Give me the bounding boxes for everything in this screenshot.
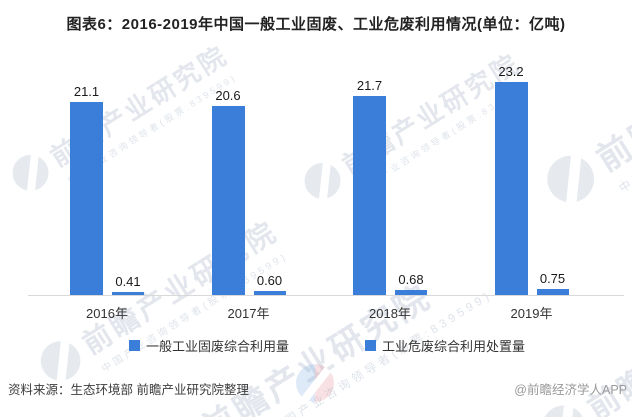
bar-wrap: 0.41 xyxy=(112,274,144,296)
bar-2016年-series0 xyxy=(70,101,103,296)
bar-group-2017年: 20.6 0.60 xyxy=(211,88,286,296)
x-axis-line xyxy=(28,295,624,296)
bar-wrap: 21.1 xyxy=(70,83,103,296)
bar-value-label: 0.68 xyxy=(398,271,424,287)
bar-2016年-series1 xyxy=(112,292,144,296)
bar-2018年-series1 xyxy=(395,289,427,296)
bar-value-label: 20.6 xyxy=(215,88,241,104)
footer: 资料来源：生态环境部 前瞻产业研究院整理 @前瞻经济学人APP xyxy=(8,379,627,398)
watermark-tagline-text: 中国产业咨询领导者(股票:839599) xyxy=(606,305,632,417)
bar-group-2018年: 21.7 0.68 xyxy=(353,78,427,296)
bar-wrap: 0.68 xyxy=(395,272,427,296)
bar-wrap: 21.7 xyxy=(353,78,386,296)
bar-value-label: 0.41 xyxy=(115,274,141,290)
plot-area: 21.1 0.41 20.6 0.60 21.7 0.68 23.2 0.75 xyxy=(0,60,632,296)
bar-wrap: 23.2 xyxy=(494,64,528,296)
bar-value-label: 21.1 xyxy=(73,83,100,99)
bar-2018年-series0 xyxy=(353,95,386,296)
data-source-text: 资料来源：生态环境部 前瞻产业研究院整理 xyxy=(8,383,249,397)
bar-value-label: 0.75 xyxy=(539,271,566,287)
legend-marker-hazardous-waste xyxy=(365,340,376,351)
bar-2017年-series0 xyxy=(211,106,245,296)
bar-2019年-series0 xyxy=(494,82,528,296)
bar-group-2019年: 23.2 0.75 xyxy=(494,64,569,296)
bar-wrap: 0.60 xyxy=(253,272,286,296)
bar-wrap: 20.6 xyxy=(211,88,245,296)
legend-marker-general-solid-waste xyxy=(129,340,140,351)
legend-label-general-solid-waste: 一般工业固废综合利用量 xyxy=(146,339,290,354)
x-tick-label-2016年: 2016年 xyxy=(86,306,128,321)
legend-label-hazardous-waste: 工业危废综合利用处置量 xyxy=(382,339,526,354)
qianzhan-swirl-logo-icon xyxy=(533,396,594,417)
x-tick-label-2019年: 2019年 xyxy=(510,306,553,321)
credit-text: @前瞻经济学人APP xyxy=(514,383,627,397)
bar-value-label: 0.60 xyxy=(256,272,283,288)
bar-value-label: 21.7 xyxy=(356,77,383,93)
legend-item-hazardous-waste: 工业危废综合利用处置量 xyxy=(365,336,525,355)
bar-wrap: 0.75 xyxy=(536,271,569,296)
bar-group-2016年: 21.1 0.41 xyxy=(70,83,144,296)
bar-2019年-series1 xyxy=(536,289,569,296)
x-tick-label-2018年: 2018年 xyxy=(369,306,411,321)
bar-value-label: 23.2 xyxy=(498,64,524,80)
legend-item-general-solid-waste: 一般工业固废综合利用量 xyxy=(129,336,289,355)
chart-title: 图表6：2016-2019年中国一般工业固废、工业危废利用情况(单位：亿吨) xyxy=(66,16,566,33)
x-tick-label-2017年: 2017年 xyxy=(227,306,270,321)
bar-2017年-series1 xyxy=(253,290,286,296)
